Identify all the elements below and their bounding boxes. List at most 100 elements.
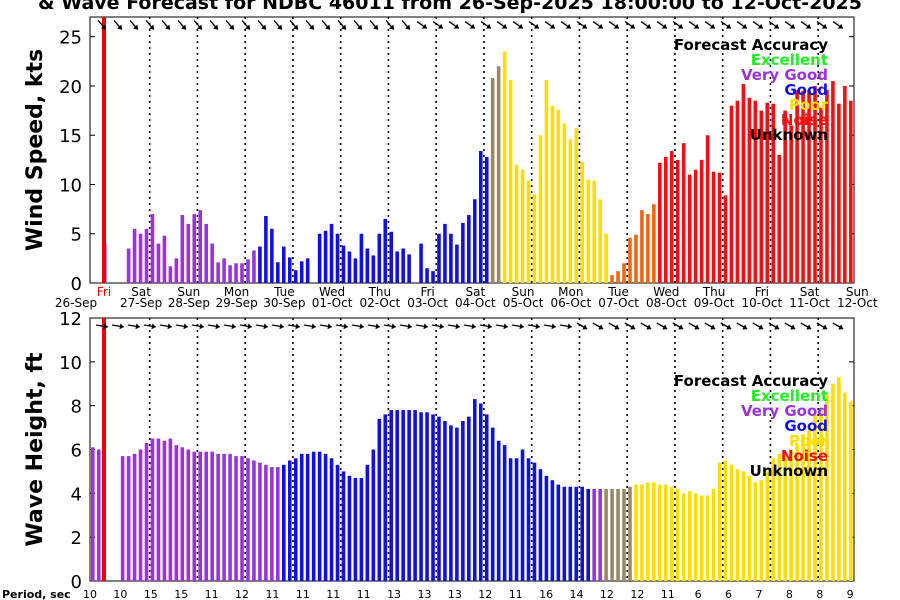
bar	[550, 480, 555, 581]
direction-arrow	[543, 323, 557, 330]
bar	[287, 257, 292, 283]
bar	[502, 445, 507, 581]
wind-speed-panel: 0 5 10 15 20 25 Wind Speed, kts Forecast Accura…	[23, 16, 855, 295]
bar	[216, 453, 220, 581]
bar	[162, 235, 167, 283]
bar	[783, 110, 787, 283]
direction-arrow	[768, 21, 780, 29]
chart-title: & Wave Forecast for NDBC 46011 from 26-S…	[38, 0, 862, 14]
bar	[574, 128, 579, 283]
bar	[669, 486, 674, 581]
bar	[258, 462, 262, 581]
bar	[813, 85, 817, 284]
bar	[478, 403, 483, 581]
bar	[478, 150, 483, 283]
direction-arrow	[528, 21, 540, 29]
bar	[264, 216, 268, 283]
bar	[652, 204, 656, 283]
bar	[126, 456, 131, 581]
bar	[204, 223, 208, 283]
direction-arrow	[784, 21, 796, 29]
date-label: 08-Oct	[646, 296, 687, 310]
bar	[305, 258, 310, 283]
direction-arrow	[592, 21, 604, 29]
bar	[359, 477, 364, 581]
bar	[484, 156, 489, 283]
bar	[717, 462, 722, 581]
bar	[622, 488, 626, 581]
direction-arrow	[624, 322, 636, 330]
day-of-week-label: Sun	[177, 285, 200, 299]
period-value: 6	[695, 588, 702, 600]
bar	[132, 453, 137, 581]
day-of-week-label: Thu	[368, 285, 392, 299]
direction-arrow	[640, 21, 652, 29]
day-of-week-label: Tue	[273, 285, 295, 299]
legend-item: Unknown	[750, 462, 828, 480]
bar	[317, 451, 322, 581]
direction-arrow	[447, 323, 461, 330]
bar	[455, 427, 459, 581]
bar	[323, 453, 328, 581]
bar	[568, 486, 573, 581]
bar	[377, 233, 382, 283]
bar	[813, 414, 817, 581]
bar	[180, 215, 185, 283]
bar	[168, 438, 173, 581]
day-of-week-label: Thu	[702, 285, 726, 299]
direction-arrow	[448, 21, 460, 29]
bar	[371, 255, 376, 283]
legend-item: Excellent	[751, 387, 828, 405]
bar	[604, 488, 608, 581]
legend-item: Unknown	[750, 126, 828, 144]
bar	[825, 89, 829, 283]
bar	[437, 416, 441, 581]
direction-arrow	[544, 21, 556, 29]
direction-arrow	[383, 323, 397, 330]
bar	[634, 484, 638, 581]
bar	[843, 392, 847, 581]
bar	[192, 214, 197, 283]
day-of-week-label: Sun	[846, 285, 869, 299]
legend-item: Good	[784, 417, 828, 435]
period-label: Period, sec	[2, 588, 71, 600]
bar	[353, 477, 358, 581]
direction-arrow	[704, 21, 716, 29]
bar	[246, 458, 250, 581]
date-label: 26-Sep	[55, 296, 97, 310]
wave-height-panel: 0 2 4 6 8 10 12 Wave Height, ft Forecast Accurac…	[23, 309, 855, 593]
bar	[449, 425, 453, 581]
direction-arrow	[768, 322, 780, 330]
bar	[711, 488, 716, 581]
legend-item: Excellent	[751, 51, 828, 69]
bar	[550, 105, 555, 284]
direction-arrow	[511, 323, 525, 330]
date-label: 07-Oct	[598, 296, 639, 310]
bar	[186, 449, 191, 581]
bar	[526, 458, 531, 581]
direction-arrow	[720, 322, 732, 330]
legend-title: Forecast Accuracy	[674, 372, 828, 390]
direction-arrow	[95, 323, 109, 330]
direction-arrow	[688, 21, 700, 29]
bar	[741, 83, 746, 284]
direction-arrow	[463, 323, 477, 330]
bar	[765, 102, 770, 283]
bar	[138, 233, 143, 283]
bar	[264, 464, 268, 581]
bar	[520, 169, 525, 283]
direction-arrow	[385, 19, 395, 31]
legend-title: Forecast Accuracy	[674, 36, 828, 54]
direction-arrow	[273, 19, 283, 31]
bar	[747, 475, 752, 581]
legend-item: Very Good	[741, 66, 828, 84]
bar	[640, 210, 644, 283]
legend-item: Poor	[789, 96, 829, 114]
direction-arrow	[337, 19, 347, 31]
bar	[216, 262, 220, 283]
bar	[586, 179, 590, 283]
bar	[389, 231, 394, 283]
day-of-week-label: Mon	[558, 285, 583, 299]
direction-arrow	[369, 19, 379, 31]
date-label: 09-Oct	[694, 296, 735, 310]
